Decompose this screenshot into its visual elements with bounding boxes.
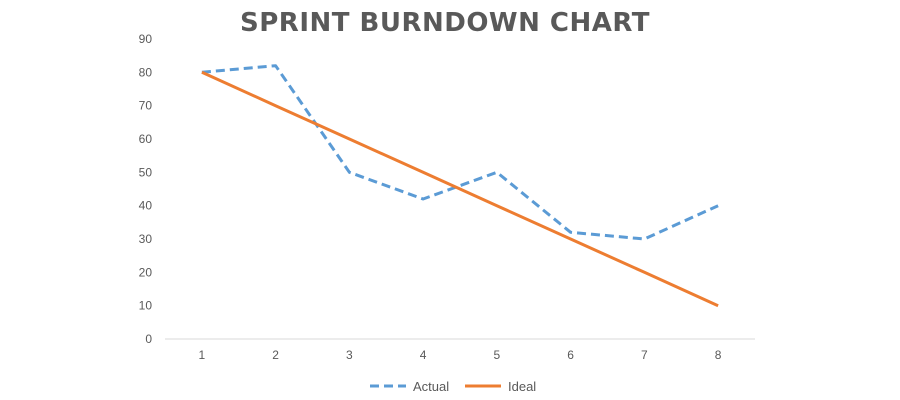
y-tick-label-70: 70	[139, 99, 153, 113]
x-tick-label-4: 4	[420, 348, 427, 362]
x-tick-label-1: 1	[199, 348, 206, 362]
y-tick-label-90: 90	[139, 32, 153, 46]
series-line-ideal	[201, 70, 719, 308]
x-tick-label-7: 7	[641, 348, 648, 362]
legend-label-ideal: Ideal	[508, 379, 536, 394]
series-line-actual	[201, 64, 719, 241]
y-tick-label-50: 50	[139, 165, 153, 179]
y-tick-label-10: 10	[139, 299, 153, 313]
y-tick-label-40: 40	[139, 199, 153, 213]
x-tick-label-2: 2	[272, 348, 279, 362]
y-tick-label-0: 0	[145, 332, 152, 346]
chart-title: SPRINT BURNDOWN CHART	[240, 8, 650, 38]
legend-label-actual: Actual	[413, 379, 449, 394]
x-tick-label-5: 5	[494, 348, 501, 362]
y-tick-label-30: 30	[139, 232, 153, 246]
x-tick-label-3: 3	[346, 348, 353, 362]
y-tick-label-80: 80	[139, 65, 153, 79]
y-tick-label-60: 60	[139, 132, 153, 146]
y-tick-label-20: 20	[139, 265, 153, 279]
x-tick-label-8: 8	[715, 348, 722, 362]
x-tick-label-6: 6	[567, 348, 574, 362]
